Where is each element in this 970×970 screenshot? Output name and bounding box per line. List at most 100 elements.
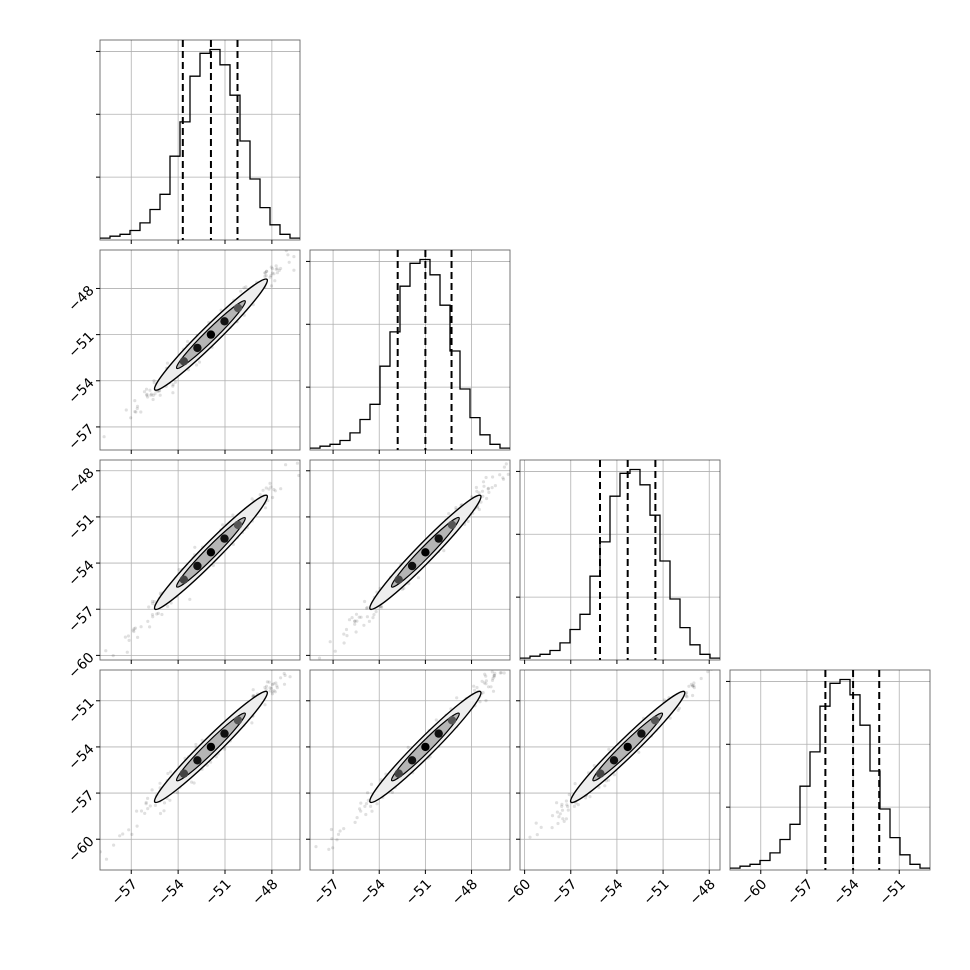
sample-point: [139, 410, 143, 414]
sample-point: [501, 477, 506, 481]
density-core: [193, 561, 202, 571]
sample-point: [365, 605, 369, 610]
sample-point: [390, 790, 394, 795]
sample-point: [709, 665, 712, 668]
sample-point: [306, 659, 309, 662]
sample-point: [171, 383, 175, 387]
sample-point: [142, 390, 147, 394]
scatter-panel-2-1: −57 −54 −51 −48: [65, 249, 301, 454]
density-core: [206, 548, 216, 557]
y-tick-label: −48: [65, 283, 97, 315]
sample-point: [489, 685, 493, 689]
sample-point: [133, 626, 137, 630]
x-tick-label: −57: [109, 876, 141, 908]
sample-point: [171, 391, 175, 395]
density-core: [421, 548, 430, 557]
sample-point: [501, 476, 505, 480]
sample-point: [354, 612, 359, 616]
sample-point: [188, 597, 192, 602]
sample-point: [498, 473, 502, 477]
sample-point: [284, 250, 288, 253]
sample-point: [370, 809, 374, 813]
sample-point: [484, 679, 488, 683]
sample-point: [668, 716, 672, 720]
sample-point: [275, 684, 279, 688]
sample-point: [506, 472, 510, 476]
sample-point: [477, 491, 481, 495]
sample-point: [270, 267, 274, 271]
sample-point: [345, 634, 349, 638]
density-core: [233, 716, 243, 725]
sample-point: [692, 681, 696, 685]
x-tick-label: −54: [830, 876, 862, 908]
sample-point: [297, 473, 300, 478]
panel-frame: [309, 459, 511, 661]
sample-point: [364, 802, 369, 806]
sample-point: [607, 747, 611, 752]
density-core: [233, 520, 243, 530]
sample-point: [144, 802, 148, 806]
sample-point: [147, 605, 151, 609]
sample-point: [149, 393, 153, 397]
sample-point: [284, 463, 288, 467]
sample-point: [566, 804, 570, 809]
sample-point: [371, 616, 375, 620]
sample-point: [677, 706, 682, 710]
sample-point: [251, 694, 255, 698]
sample-point: [193, 545, 197, 549]
sample-point: [447, 511, 451, 516]
panel-frame: [309, 249, 511, 451]
sample-point: [258, 493, 262, 497]
sample-point: [148, 804, 152, 808]
sample-point: [472, 684, 476, 688]
sample-point: [359, 615, 363, 619]
sample-point: [492, 673, 496, 678]
density-core: [220, 317, 229, 326]
scatter-panel-4-1: −57 −54 −51 −48 −60 −57 −54 −51: [65, 649, 314, 909]
hist-panel-3: [516, 459, 721, 664]
sample-point: [473, 688, 477, 693]
sample-point: [125, 650, 129, 654]
sample-point: [282, 671, 286, 676]
sample-point: [270, 692, 275, 696]
sample-point: [162, 801, 167, 805]
x-tick-label: −60: [738, 876, 770, 908]
sample-point: [732, 658, 735, 661]
sample-point: [565, 803, 569, 807]
sample-point: [263, 271, 267, 275]
sample-point: [269, 273, 273, 278]
sample-point: [131, 628, 135, 632]
sample-point: [268, 689, 272, 693]
sample-point: [366, 791, 370, 795]
sample-point: [275, 271, 279, 275]
sample-point: [102, 435, 106, 439]
density-core: [650, 716, 660, 725]
sample-point: [270, 271, 274, 275]
sample-point: [497, 661, 500, 664]
sample-point: [151, 601, 155, 606]
sample-point: [277, 268, 281, 272]
density-core: [447, 520, 457, 530]
y-tick-label: −57: [65, 604, 97, 636]
sample-point: [637, 750, 641, 754]
sample-point: [264, 269, 269, 273]
sample-point: [691, 684, 695, 688]
sample-point: [195, 363, 199, 367]
density-core: [220, 534, 229, 543]
x-tick-label: −51: [877, 876, 909, 908]
sample-point: [474, 485, 478, 490]
density-core: [394, 575, 403, 584]
hist-panel-1: [96, 39, 301, 244]
x-tick-label: −48: [449, 876, 481, 908]
sample-point: [311, 649, 314, 652]
sample-point: [416, 576, 421, 580]
sample-point: [555, 801, 559, 805]
sample-point: [510, 462, 513, 465]
sample-point: [362, 623, 366, 627]
sample-point: [558, 812, 562, 816]
sample-point: [265, 269, 269, 273]
sample-point: [145, 393, 149, 397]
sample-point: [475, 489, 479, 493]
density-core: [447, 716, 457, 725]
sample-point: [270, 682, 274, 687]
